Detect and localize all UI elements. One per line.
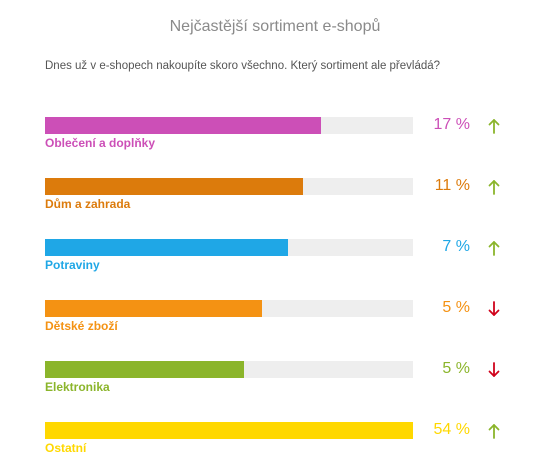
bar [45,300,262,317]
value-label: 7 % [442,238,470,255]
chart-subtitle: Dnes už v e-shopech nakoupíte skoro všec… [45,60,441,72]
bar-track [45,422,413,439]
value-label: 5 % [442,360,470,377]
bar-track [45,361,413,378]
bar-track [45,239,413,256]
arrow-up-icon [488,241,500,256]
bar-row: Potraviny 7 % [45,238,515,279]
bar-track [45,300,413,317]
category-label: Elektronika [45,380,110,394]
bar-track [45,178,413,195]
category-label: Dům a zahrada [45,197,131,211]
arrow-down-icon [488,301,500,316]
bar-row: Ostatní 54 % [45,421,515,462]
value-label: 54 % [433,421,470,438]
value-label: 5 % [442,299,470,316]
chart-title: Nejčastější sortiment e-shopů [169,18,381,35]
category-label: Potraviny [45,258,100,272]
value-label: 17 % [433,116,470,133]
arrow-down-icon [488,362,500,377]
value-label: 11 % [434,177,470,194]
bar-row: Dům a zahrada 11 % [45,177,515,218]
bar [45,422,413,439]
bar [45,178,303,195]
arrow-up-icon [488,119,500,134]
bar [45,239,288,256]
bar-row: Elektronika 5 % [45,360,515,401]
category-label: Oblečení a doplňky [45,136,156,150]
bar-track [45,117,413,134]
bar-row: Dětské zboží 5 % [45,299,515,340]
arrow-up-icon [488,424,500,439]
arrow-up-icon [488,180,500,195]
bar-row: Oblečení a doplňky 17 % [45,116,515,157]
bar [45,361,244,378]
bar [45,117,321,134]
category-label: Dětské zboží [45,319,118,333]
category-label: Ostatní [45,441,87,455]
